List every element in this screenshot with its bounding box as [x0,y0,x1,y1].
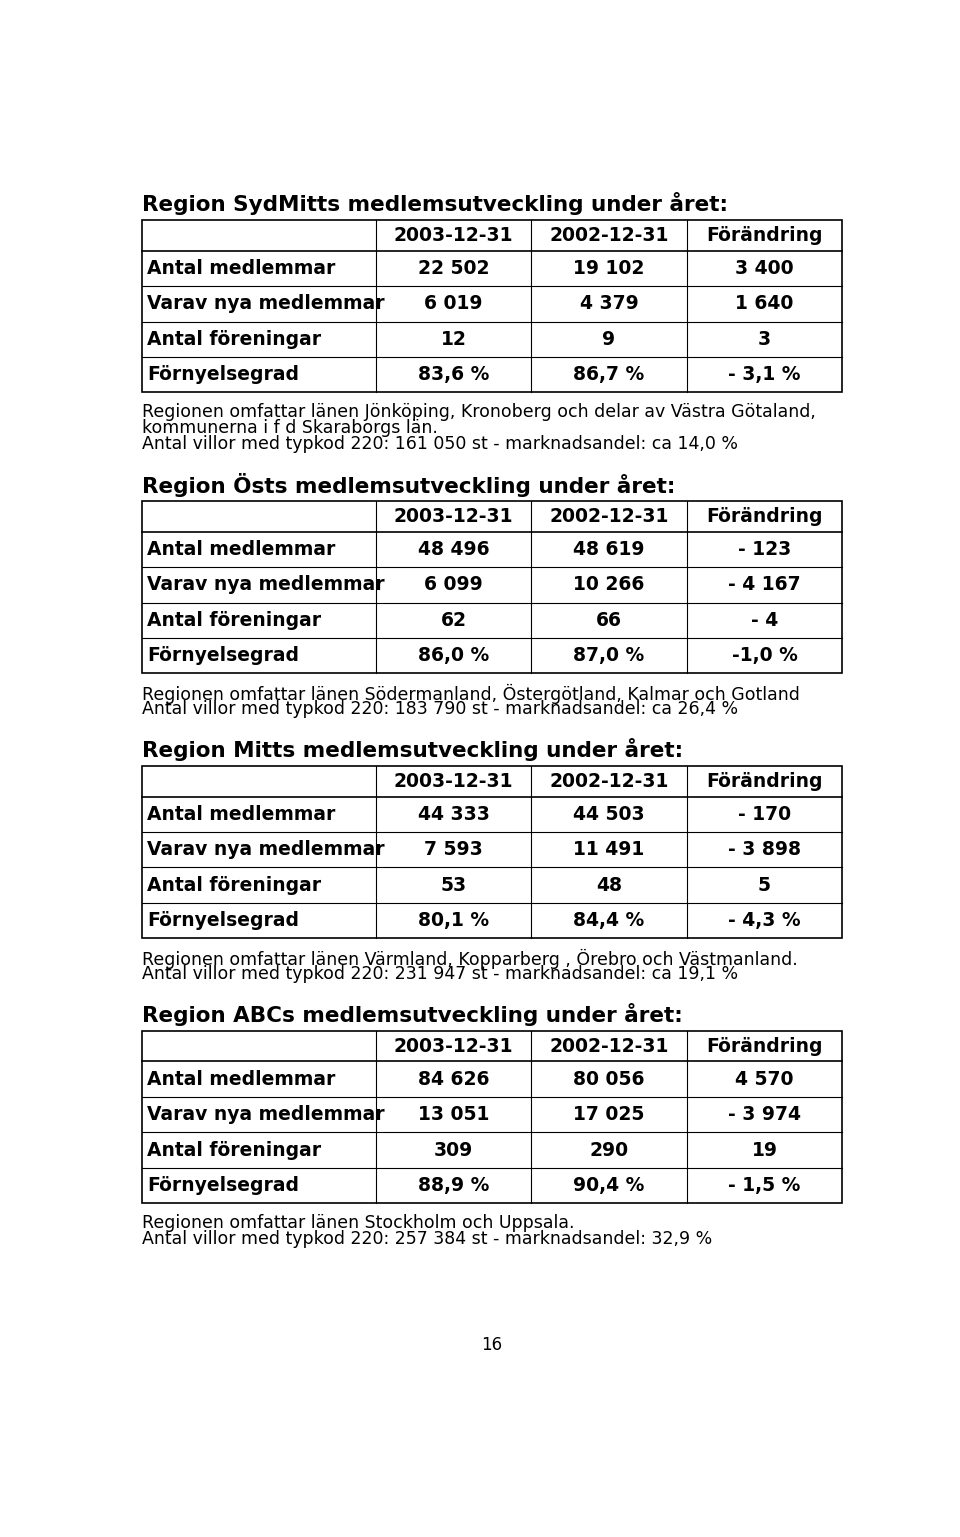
Text: Regionen omfattar länen Jönköping, Kronoberg och delar av Västra Götaland,: Regionen omfattar länen Jönköping, Krono… [142,403,816,421]
Text: 48 496: 48 496 [418,539,490,559]
Text: 3: 3 [758,330,771,349]
Text: kommunerna i f d Skaraborgs län.: kommunerna i f d Skaraborgs län. [142,420,438,438]
Text: 48 619: 48 619 [573,539,645,559]
Text: 16: 16 [481,1336,503,1354]
Text: Antal föreningar: Antal föreningar [147,1140,322,1159]
Text: 7 593: 7 593 [424,841,483,859]
Text: Förnyelsegrad: Förnyelsegrad [147,911,300,930]
Text: 4 379: 4 379 [580,294,638,314]
Text: 87,0 %: 87,0 % [573,646,645,666]
Text: 6 099: 6 099 [424,575,483,595]
Text: - 3 974: - 3 974 [728,1105,801,1124]
Text: 19 102: 19 102 [573,258,645,278]
Text: Antal villor med typkod 220: 161 050 st - marknadsandel: ca 14,0 %: Antal villor med typkod 220: 161 050 st … [142,435,737,453]
Text: Förändring: Förändring [707,226,823,244]
Text: 66: 66 [596,610,622,630]
Text: 2003-12-31: 2003-12-31 [394,772,514,790]
Text: Antal medlemmar: Antal medlemmar [147,539,335,559]
Text: 309: 309 [434,1140,473,1159]
Text: 44 503: 44 503 [573,805,645,824]
Text: Varav nya medlemmar: Varav nya medlemmar [147,1105,385,1124]
Text: 22 502: 22 502 [418,258,490,278]
Text: 2002-12-31: 2002-12-31 [549,772,669,790]
Text: Förändring: Förändring [707,1036,823,1056]
Text: 84 626: 84 626 [418,1070,490,1088]
Text: 86,0 %: 86,0 % [418,646,490,666]
Text: Förnyelsegrad: Förnyelsegrad [147,1176,300,1194]
Text: 80,1 %: 80,1 % [418,911,489,930]
Text: Antal medlemmar: Antal medlemmar [147,805,335,824]
Text: 4 570: 4 570 [735,1070,794,1088]
Text: - 4 167: - 4 167 [729,575,801,595]
Text: 53: 53 [441,876,467,895]
Text: 12: 12 [441,330,467,349]
Text: Antal föreningar: Antal föreningar [147,876,322,895]
Text: Regionen omfattar länen Stockholm och Uppsala.: Regionen omfattar länen Stockholm och Up… [142,1214,574,1233]
Text: 84,4 %: 84,4 % [573,911,645,930]
Text: Förändring: Förändring [707,772,823,790]
Text: - 4,3 %: - 4,3 % [729,911,801,930]
Text: Antal villor med typkod 220: 257 384 st - marknadsandel: 32,9 %: Antal villor med typkod 220: 257 384 st … [142,1230,712,1248]
Text: Regionen omfattar länen Värmland, Kopparberg , Örebro och Västmanland.: Regionen omfattar länen Värmland, Koppar… [142,948,798,970]
Text: - 1,5 %: - 1,5 % [729,1176,801,1194]
Text: Varav nya medlemmar: Varav nya medlemmar [147,575,385,595]
Text: 1 640: 1 640 [735,294,794,314]
Text: 62: 62 [441,610,467,630]
Text: Antal medlemmar: Antal medlemmar [147,258,335,278]
Text: Region ABCs medlemsutveckling under året:: Region ABCs medlemsutveckling under året… [142,1004,683,1027]
Text: 19: 19 [752,1140,778,1159]
Text: 88,9 %: 88,9 % [418,1176,490,1194]
Text: Antal föreningar: Antal föreningar [147,330,322,349]
Text: 2002-12-31: 2002-12-31 [549,507,669,526]
Text: - 3 898: - 3 898 [728,841,801,859]
Text: 13 051: 13 051 [418,1105,490,1124]
Text: Varav nya medlemmar: Varav nya medlemmar [147,294,385,314]
Text: 9: 9 [603,330,615,349]
Text: -1,0 %: -1,0 % [732,646,798,666]
Text: 90,4 %: 90,4 % [573,1176,645,1194]
Text: 2003-12-31: 2003-12-31 [394,226,514,244]
Bar [142,765,842,938]
Text: 2002-12-31: 2002-12-31 [549,226,669,244]
Text: 11 491: 11 491 [573,841,645,859]
Text: Förnyelsegrad: Förnyelsegrad [147,646,300,666]
Text: Region Östs medlemsutveckling under året:: Region Östs medlemsutveckling under året… [142,473,675,496]
Text: - 170: - 170 [738,805,791,824]
Text: Region SydMitts medlemsutveckling under året:: Region SydMitts medlemsutveckling under … [142,192,728,215]
Text: - 123: - 123 [738,539,791,559]
Text: Förändring: Förändring [707,507,823,526]
Text: 6 019: 6 019 [424,294,483,314]
Text: 83,6 %: 83,6 % [418,366,490,384]
Text: 3 400: 3 400 [735,258,794,278]
Text: 86,7 %: 86,7 % [573,366,645,384]
Text: - 4: - 4 [751,610,779,630]
Text: Antal föreningar: Antal föreningar [147,610,322,630]
Bar [142,1031,842,1203]
Bar [142,220,842,392]
Text: 5: 5 [758,876,771,895]
Bar [142,501,842,673]
Text: 2002-12-31: 2002-12-31 [549,1036,669,1056]
Text: Antal medlemmar: Antal medlemmar [147,1070,335,1088]
Text: 2003-12-31: 2003-12-31 [394,1036,514,1056]
Text: Antal villor med typkod 220: 183 790 st - marknadsandel: ca 26,4 %: Antal villor med typkod 220: 183 790 st … [142,701,738,718]
Text: 290: 290 [589,1140,629,1159]
Text: - 3,1 %: - 3,1 % [729,366,801,384]
Text: 80 056: 80 056 [573,1070,645,1088]
Text: Varav nya medlemmar: Varav nya medlemmar [147,841,385,859]
Text: Regionen omfattar länen Södermanland, Östergötland, Kalmar och Gotland: Regionen omfattar länen Södermanland, Ös… [142,684,800,704]
Text: 10 266: 10 266 [573,575,645,595]
Text: 17 025: 17 025 [573,1105,645,1124]
Text: Region Mitts medlemsutveckling under året:: Region Mitts medlemsutveckling under åre… [142,738,683,761]
Text: 48: 48 [596,876,622,895]
Text: Antal villor med typkod 220: 231 947 st - marknadsandel: ca 19,1 %: Antal villor med typkod 220: 231 947 st … [142,965,738,984]
Text: Förnyelsegrad: Förnyelsegrad [147,366,300,384]
Text: 2003-12-31: 2003-12-31 [394,507,514,526]
Text: 44 333: 44 333 [418,805,490,824]
